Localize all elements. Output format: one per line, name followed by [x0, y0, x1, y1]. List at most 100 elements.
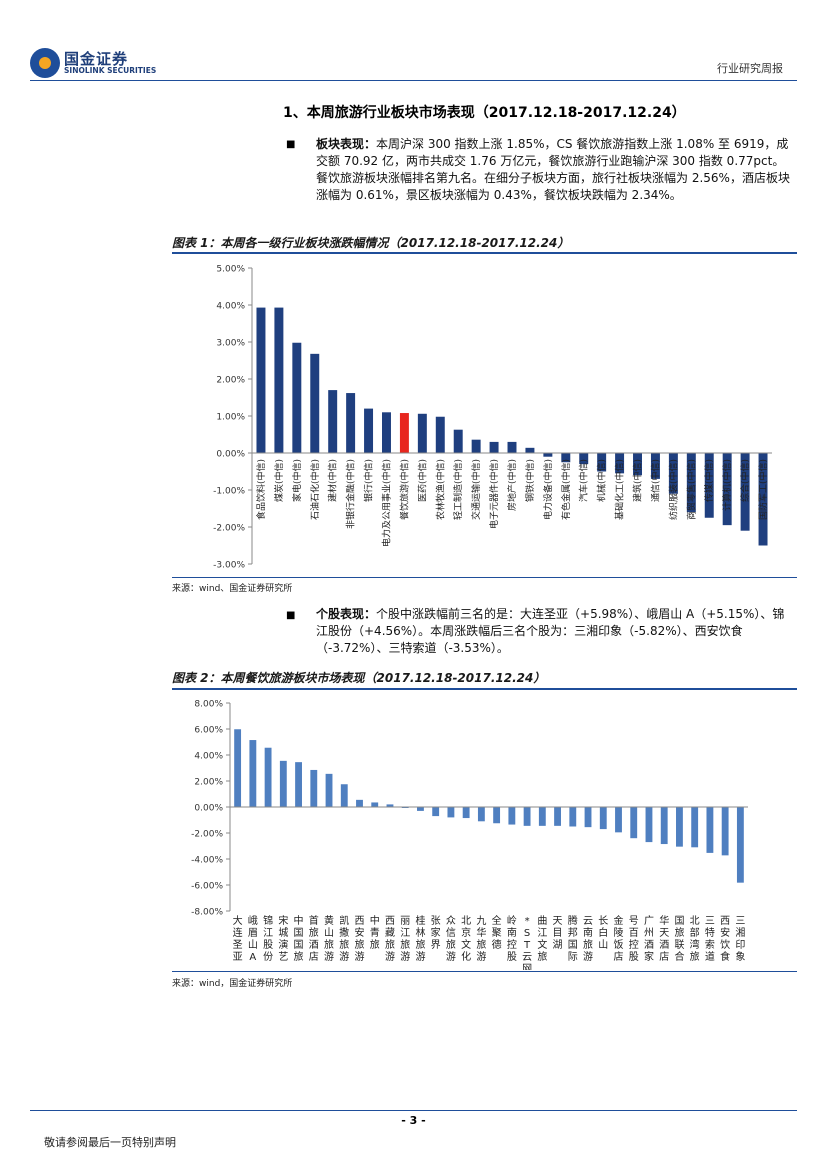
bar: [686, 453, 696, 513]
y-tick-label: 1.00%: [216, 413, 245, 423]
x-tick-label: 房地产(中信): [506, 459, 518, 511]
y-tick-label: -4.00%: [191, 856, 223, 866]
x-tick-label: 张家界: [431, 915, 441, 951]
y-tick-label: 4.00%: [216, 302, 245, 312]
x-tick-label: 煤炭(中信): [273, 459, 285, 502]
x-tick-label: 广州酒家: [644, 915, 654, 963]
para-stock-performance: 个股表现：个股中涨跌幅前三名的是：大连圣亚（+5.98%）、峨眉山 A（+5.1…: [316, 606, 796, 657]
x-tick-label: 钢铁(中信): [524, 459, 536, 502]
x-tick-label: 北部湾旅: [690, 915, 700, 963]
figure-2-top-line: [172, 688, 797, 690]
bar: [650, 453, 660, 479]
bar: [477, 807, 485, 822]
figure-1-title: 图表 1：本周各一级行业板块涨跌幅情况（2017.12.18-2017.12.2…: [172, 236, 570, 250]
bar: [325, 773, 333, 807]
bar: [310, 353, 320, 453]
sector-performance-chart: 5.00% 4.00% 3.00% 2.00% 1.00% 0.00% -1.00% -2.0…: [213, 265, 772, 571]
report-type: 行业研究周报: [717, 62, 783, 75]
para-text: 本周沪深 300 指数上涨 1.85%，CS 餐饮旅游指数上涨 1.08% 至 …: [316, 137, 790, 202]
page-number: - 3 -: [401, 1114, 426, 1127]
y-tick-label: 4.00%: [194, 752, 223, 762]
x-tick-label: 家电(中信): [291, 459, 303, 502]
catering-tourism-stock-chart: 8.00% 6.00% 4.00% 2.00% 0.00% -2.00% -4.00% -6.…: [191, 700, 748, 970]
bar: [295, 762, 302, 807]
y-tick-label: -1.00%: [213, 487, 245, 497]
bar: [704, 453, 714, 518]
bar: [371, 802, 379, 807]
x-tick-label: 华天酒店: [659, 914, 669, 963]
x-tick-label: 银行(中信): [363, 459, 375, 502]
x-tick-label: 九华旅游: [476, 915, 486, 963]
para-text: 个股中涨跌幅前三名的是：大连圣亚（+5.98%）、峨眉山 A（+5.15%）、锦…: [316, 607, 785, 655]
x-tick-label: 计算机(中信): [721, 459, 733, 511]
bar: [279, 760, 287, 807]
x-tick-label: 石油石化(中信): [309, 459, 321, 520]
x-tick-label: 国防军工(中信): [757, 459, 769, 520]
x-tick-label: 建筑(中信): [632, 459, 644, 502]
x-tick-label: 黄山旅游: [324, 914, 334, 963]
bar: [597, 453, 607, 472]
bar: [493, 807, 501, 824]
footer-divider: [30, 1110, 797, 1111]
x-tick-label: 西安饮食: [720, 916, 730, 963]
figure-1-source: 来源：wind、国金证券研究所: [172, 584, 293, 594]
x-tick-label: 岭南控股: [507, 914, 517, 963]
bar: [740, 453, 750, 531]
para-label: 板块表现：: [316, 137, 377, 151]
bar: [382, 412, 391, 453]
x-tick-label: 天目湖: [553, 916, 563, 951]
x-tick-label: 通信(中信): [649, 459, 661, 502]
x-tick-label: 凯撒旅游: [339, 914, 349, 963]
bar: [399, 413, 409, 453]
x-tick-label: 轻工制造(中信): [452, 459, 464, 520]
x-tick-label: 曲江文旅: [537, 915, 547, 963]
x-tick-label: 桂林旅游: [415, 914, 425, 963]
bar: [274, 307, 284, 453]
bar: [668, 453, 678, 494]
y-tick-label: 3.00%: [216, 339, 245, 349]
x-tick-label: 北京文化: [461, 915, 471, 963]
bar: [234, 729, 242, 807]
bar: [721, 807, 729, 856]
y-tick-label: 5.00%: [216, 265, 245, 275]
x-tick-label: 中青旅: [370, 914, 380, 951]
bar: [508, 807, 516, 825]
bar: [249, 740, 257, 807]
bar: [523, 807, 531, 826]
bar: [435, 416, 445, 453]
x-tick-label: 大连圣亚: [233, 914, 243, 963]
x-tick-label: 机械(中信): [596, 459, 608, 502]
bar: [538, 807, 546, 826]
y-tick-label: 0.00%: [194, 804, 223, 814]
bar: [328, 390, 338, 453]
x-tick-label: 建材(中信): [327, 459, 339, 502]
x-tick-label: 西藏旅游: [385, 916, 395, 963]
bar: [471, 439, 481, 453]
bar: [364, 408, 374, 453]
bar: [569, 807, 577, 827]
x-tick-label: 宋城演艺: [278, 914, 288, 963]
y-tick-label: 8.00%: [194, 700, 223, 710]
bar: [432, 807, 440, 817]
para-sector-performance: 板块表现：本周沪深 300 指数上涨 1.85%，CS 餐饮旅游指数上涨 1.0…: [316, 136, 796, 204]
x-tick-label: 首旅酒店: [309, 914, 319, 963]
bar: [346, 393, 356, 453]
bar: [561, 453, 571, 463]
y-tick-label: 2.00%: [216, 376, 245, 386]
x-tick-label: 传媒(中信): [703, 459, 715, 502]
x-tick-label: 三湘印象: [735, 916, 745, 963]
x-tick-label: 号百控股: [629, 915, 639, 963]
y-tick-label: 0.00%: [216, 450, 245, 460]
figure-1-bottom-line: [172, 577, 797, 578]
bar: [722, 453, 732, 526]
logo-icon: [30, 48, 60, 78]
bar: [525, 447, 535, 453]
x-tick-label: 汽车(中信): [578, 459, 590, 502]
bar: [543, 453, 553, 457]
y-tick-label: 2.00%: [194, 778, 223, 788]
footer-disclaimer: 敬请参阅最后一页特别声明: [44, 1136, 176, 1149]
logo-subtext: SINOLINK SECURITIES: [64, 66, 157, 75]
figure-2-bottom-line: [172, 971, 797, 972]
x-tick-label: 电子元器件(中信): [488, 459, 500, 529]
x-tick-label: 云南旅游: [583, 916, 593, 963]
